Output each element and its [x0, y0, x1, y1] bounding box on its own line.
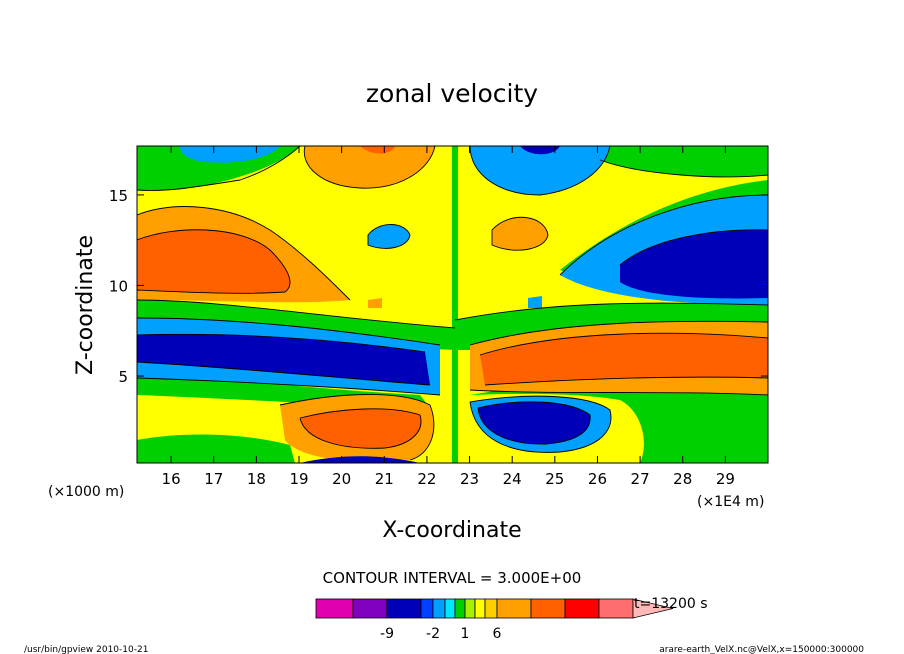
plot-area — [137, 146, 768, 463]
contour-line — [599, 159, 768, 178]
field-pos6-upper-left — [137, 229, 290, 294]
x-tick-label: 19 — [289, 470, 308, 488]
chart-title: zonal velocity — [366, 79, 538, 108]
x-tick-label: 22 — [417, 470, 436, 488]
x-tick-label: 24 — [503, 470, 522, 488]
x-tick-label: 21 — [375, 470, 394, 488]
field-neg3-blob-mid — [368, 224, 410, 249]
colorbar-labels: -9 -2 1 6 — [380, 626, 502, 642]
colorbar-segment — [432, 598, 446, 619]
contour-interval-label: CONTOUR INTERVAL = 3.000E+00 — [323, 569, 582, 587]
field-pos3-top-mid — [304, 146, 435, 189]
y-tick-label: 5 — [118, 368, 128, 386]
contour-line — [469, 320, 768, 346]
contour-line — [469, 395, 612, 453]
colorbar-segment — [386, 598, 422, 619]
x-tick-label: 23 — [460, 470, 479, 488]
colorbar-segment — [564, 598, 600, 619]
contour-line — [137, 299, 456, 329]
contour-line — [137, 317, 441, 346]
contour-line — [477, 401, 591, 445]
colorbar-segment — [530, 598, 566, 619]
x-tick-label: 26 — [588, 470, 607, 488]
contour-line — [479, 332, 768, 356]
field-pos6-mid-right — [480, 333, 768, 385]
colorbar-arrow — [632, 598, 674, 619]
field-neg6-band-left — [137, 334, 430, 385]
contour-line — [137, 146, 301, 191]
x-tick-label: 25 — [545, 470, 564, 488]
x-tick-label: 17 — [204, 470, 223, 488]
field-neg6-bottom — [300, 456, 420, 463]
x-axis: 16 17 18 19 20 21 22 23 24 25 26 27 28 29 — [162, 146, 735, 488]
field-green-divider — [452, 146, 458, 463]
field-neg6-right-wing — [620, 229, 768, 299]
footer-right: arare-earth_VelX.nc@VelX,x=150000:300000 — [659, 645, 864, 654]
colorbar-segment — [420, 598, 434, 619]
contour-line — [619, 229, 768, 266]
contour-line — [484, 376, 768, 386]
colorbar-label: 1 — [461, 626, 470, 642]
colorbar-segment — [474, 598, 486, 619]
y-axis-label: Z-coordinate — [73, 235, 98, 375]
colorbar-segment — [454, 598, 466, 619]
field-pos3-blob-left — [368, 298, 382, 308]
colorbar-label: 6 — [493, 626, 502, 642]
field-pos6-low-left — [300, 408, 421, 449]
plot-frame — [136, 145, 769, 464]
contour-line — [137, 333, 426, 353]
colorbar-label: -2 — [426, 626, 440, 642]
x-unit-right: (×1E4 m) — [697, 494, 764, 510]
contour-line — [491, 216, 549, 251]
contour-line — [367, 224, 411, 249]
x-axis-label: X-coordinate — [382, 518, 521, 543]
field-green-bottom-left — [137, 434, 295, 463]
y-tick-label: 15 — [109, 187, 128, 205]
contour-line — [279, 394, 435, 461]
contour-line — [469, 146, 611, 196]
colorbar-segment — [496, 598, 532, 619]
field-pos3-blob-right — [492, 217, 548, 251]
contour-line — [137, 377, 441, 396]
contour-line — [469, 389, 768, 396]
x-unit-left: (×1000 m) — [48, 484, 124, 500]
field-green-top-right — [600, 146, 768, 177]
colorbar-segment — [444, 598, 456, 619]
contour-line — [454, 302, 768, 321]
y-tick-label: 10 — [109, 277, 128, 295]
field-neg6-top-cap — [520, 146, 560, 155]
field-neg3-top-right-lobe — [470, 146, 610, 195]
x-tick-label: 27 — [631, 470, 650, 488]
contour-line — [559, 194, 768, 276]
x-tick-label: 16 — [162, 470, 181, 488]
field-pos6-top-cap — [360, 146, 395, 154]
contour-line — [137, 229, 291, 294]
time-label: t=13200 s — [634, 596, 708, 612]
colorbar-segment — [484, 598, 498, 619]
x-tick-label: 18 — [247, 470, 266, 488]
colorbar-segment — [352, 598, 388, 619]
contour-line — [299, 408, 422, 449]
colorbar-segment — [598, 598, 634, 619]
colorbar-segment — [315, 598, 354, 619]
field-neg6-low-right — [478, 401, 591, 445]
colorbar — [315, 598, 674, 619]
contour-line — [303, 146, 436, 189]
y-axis: 5 10 15 — [109, 187, 768, 386]
x-tick-label: 29 — [716, 470, 735, 488]
contour-line — [137, 361, 431, 386]
field-neg3-blob-small — [528, 296, 542, 308]
contour-line — [137, 206, 351, 301]
colorbar-label: -9 — [380, 626, 394, 642]
colorbar-segment — [464, 598, 476, 619]
x-tick-label: 28 — [673, 470, 692, 488]
x-tick-label: 20 — [332, 470, 351, 488]
contour-lines — [137, 146, 768, 461]
field-neg3-top-left-lobe — [180, 146, 280, 163]
footer-left: /usr/bin/gpview 2010-10-21 — [24, 645, 148, 654]
